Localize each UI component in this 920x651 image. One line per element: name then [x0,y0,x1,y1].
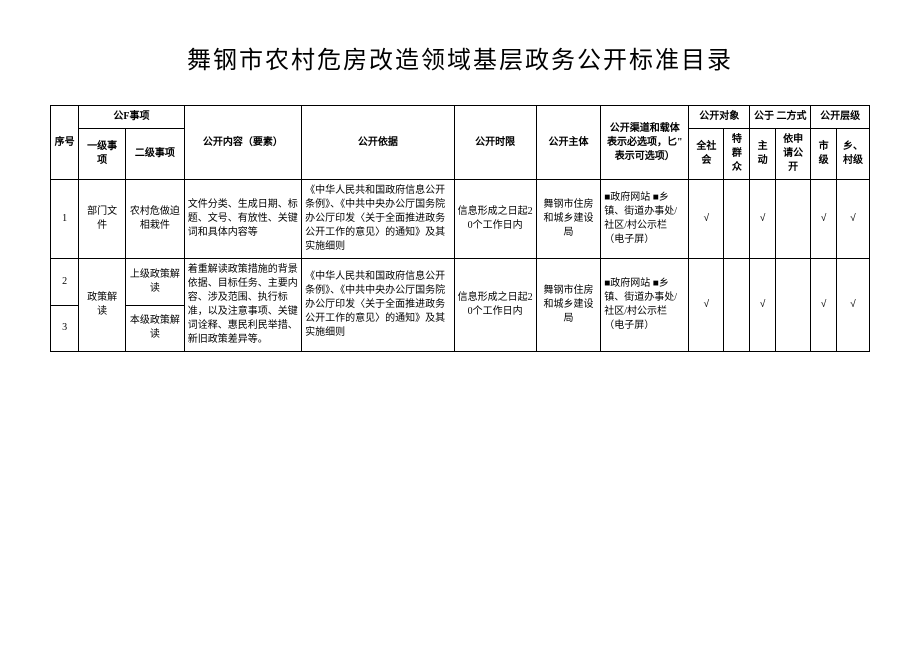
cell-level2: 本级政策解读 [126,305,185,352]
h-subject: 公开主体 [536,106,601,180]
cell-c4 [776,259,811,352]
h-level1: 一级事项 [79,129,126,180]
h-timelimit: 公开时限 [454,106,536,180]
cell-c6: √ [837,180,870,259]
cell-basis: 《中华人民共和国政府信息公开条例》、《中共中央办公厅国务院办公厅印发〈关于全面推… [302,259,455,352]
standards-table: 序号 公F事项 公开内容（要素） 公开依据 公开时限 公开主体 公开渠道和载体 … [50,105,870,352]
h-channel: 公开渠道和载体 表示必选项，匕" 表示可选项） [601,106,689,180]
cell-level1: 部门文件 [79,180,126,259]
header-row-1: 序号 公F事项 公开内容（要素） 公开依据 公开时限 公开主体 公开渠道和载体 … [51,106,870,129]
cell-c5: √ [811,180,837,259]
cell-content: 着重解读政策措施的背景依据、目标任务、主要内容、涉及范围、执行标准，以及注意事项… [184,259,301,352]
cell-content: 文件分类、生成日期、标题、文号、有放性、关键词和具体内容等 [184,180,301,259]
h-method-active: 主动 [750,129,776,180]
h-level-village: 乡、村级 [837,129,870,180]
cell-c2 [724,180,750,259]
h-target-group: 公开对象 [689,106,750,129]
h-target-spec: 特 群众 [724,129,750,180]
cell-level2: 农村危做迫相栽件 [126,180,185,259]
cell-c1: √ [689,259,724,352]
h-method-group: 公于 二方式 [750,106,811,129]
cell-subject: 舞钢市住房和城乡建设局 [536,259,601,352]
cell-c2 [724,259,750,352]
h-content: 公开内容（要素） [184,106,301,180]
cell-c5: √ [811,259,837,352]
h-item-group: 公F事项 [79,106,185,129]
h-level2: 二级事项 [126,129,185,180]
cell-seq: 1 [51,180,79,259]
h-basis: 公开依据 [302,106,455,180]
cell-c1: √ [689,180,724,259]
cell-level1: 政策解读 [79,259,126,352]
table-row: 1 部门文件 农村危做迫相栽件 文件分类、生成日期、标题、文号、有放性、关键词和… [51,180,870,259]
h-level-city: 市级 [811,129,837,180]
h-seq: 序号 [51,106,79,180]
cell-c3: √ [750,259,776,352]
cell-channel: ■政府网站 ■乡镇、街道办事处/社区/村公示栏（电子屏） [601,180,689,259]
page-title: 舞钢市农村危房改造领域基层政务公开标准目录 [50,40,870,75]
h-method-apply: 依申请公开 [776,129,811,180]
cell-seq: 3 [51,305,79,352]
cell-seq: 2 [51,259,79,306]
h-target-all: 全社会 [689,129,724,180]
cell-level2: 上级政策解读 [126,259,185,306]
cell-timelimit: 信息形成之日起20个工作日内 [454,259,536,352]
cell-c3: √ [750,180,776,259]
cell-subject: 舞钢市住房和城乡建设局 [536,180,601,259]
cell-c6: √ [837,259,870,352]
h-level-group: 公开层级 [811,106,870,129]
cell-channel: ■政府网站 ■乡镇、街道办事处/社区/村公示栏（电子屏） [601,259,689,352]
table-row: 2 政策解读 上级政策解读 着重解读政策措施的背景依据、目标任务、主要内容、涉及… [51,259,870,306]
cell-basis: 《中华人民共和国政府信息公开条例》、《中共中央办公厅国务院办公厅印发〈关于全面推… [302,180,455,259]
cell-timelimit: 信息形成之日起20个工作日内 [454,180,536,259]
cell-c4 [776,180,811,259]
